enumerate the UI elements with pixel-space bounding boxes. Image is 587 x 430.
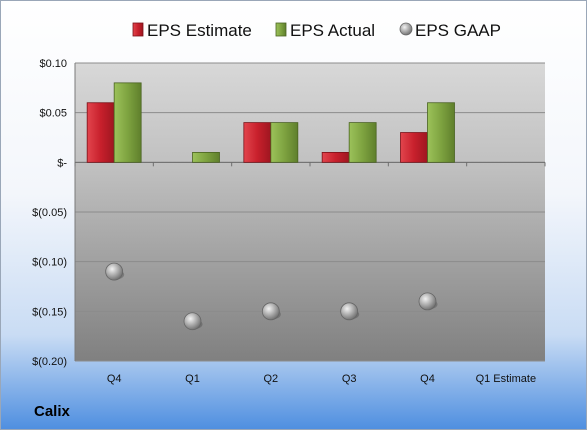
eps-actual-bar — [427, 102, 455, 163]
legend-item: EPS Estimate — [132, 21, 252, 40]
x-tick-label: Q1 — [185, 373, 200, 385]
legend-swatch — [132, 22, 144, 37]
legend-swatch — [399, 22, 413, 36]
eps-actual-bar — [192, 151, 220, 163]
eps-actual-bar — [270, 122, 299, 163]
eps-gaap-point — [261, 302, 280, 321]
y-tick-label: $0.05 — [39, 108, 67, 120]
x-tick-label: Q4 — [420, 373, 435, 385]
eps-actual-bar — [348, 122, 377, 163]
legend-label: EPS GAAP — [415, 21, 501, 40]
x-tick-label: Q4 — [107, 373, 122, 385]
y-tick-label: $(0.05) — [32, 207, 67, 219]
legend-item: EPS Actual — [275, 21, 375, 40]
legend-item: EPS GAAP — [399, 21, 501, 40]
eps-gaap-point — [340, 302, 359, 321]
eps-gaap-point — [418, 292, 437, 311]
eps-actual-bar — [113, 82, 142, 163]
company-label: Calix — [34, 403, 70, 420]
legend: EPS Estimate EPS Actual EPS GAAP — [132, 21, 501, 40]
x-tick-label: Q2 — [263, 373, 278, 385]
y-tick-label: $(0.20) — [32, 356, 67, 368]
x-tick-label: Q3 — [342, 373, 357, 385]
eps-estimate-bar — [321, 151, 350, 163]
y-tick-label: $- — [57, 157, 67, 169]
y-tick-label: $(0.15) — [32, 306, 67, 318]
plot-area: $0.10 $0.05 $- $(0.05) $(0.10) $(0.15) $(0.20)… — [32, 58, 546, 385]
eps-estimate-bar — [243, 122, 272, 163]
legend-swatch — [275, 22, 287, 37]
y-tick-label: $0.10 — [39, 58, 67, 70]
eps-estimate-bar — [86, 102, 115, 163]
eps-estimate-bar — [400, 132, 428, 163]
eps-gaap-point — [105, 262, 124, 281]
legend-label: EPS Actual — [290, 21, 375, 40]
legend-label: EPS Estimate — [147, 21, 252, 40]
y-tick-label: $(0.10) — [32, 257, 67, 269]
x-tick-label: Q1 Estimate — [476, 373, 537, 385]
eps-gaap-point — [183, 312, 202, 331]
